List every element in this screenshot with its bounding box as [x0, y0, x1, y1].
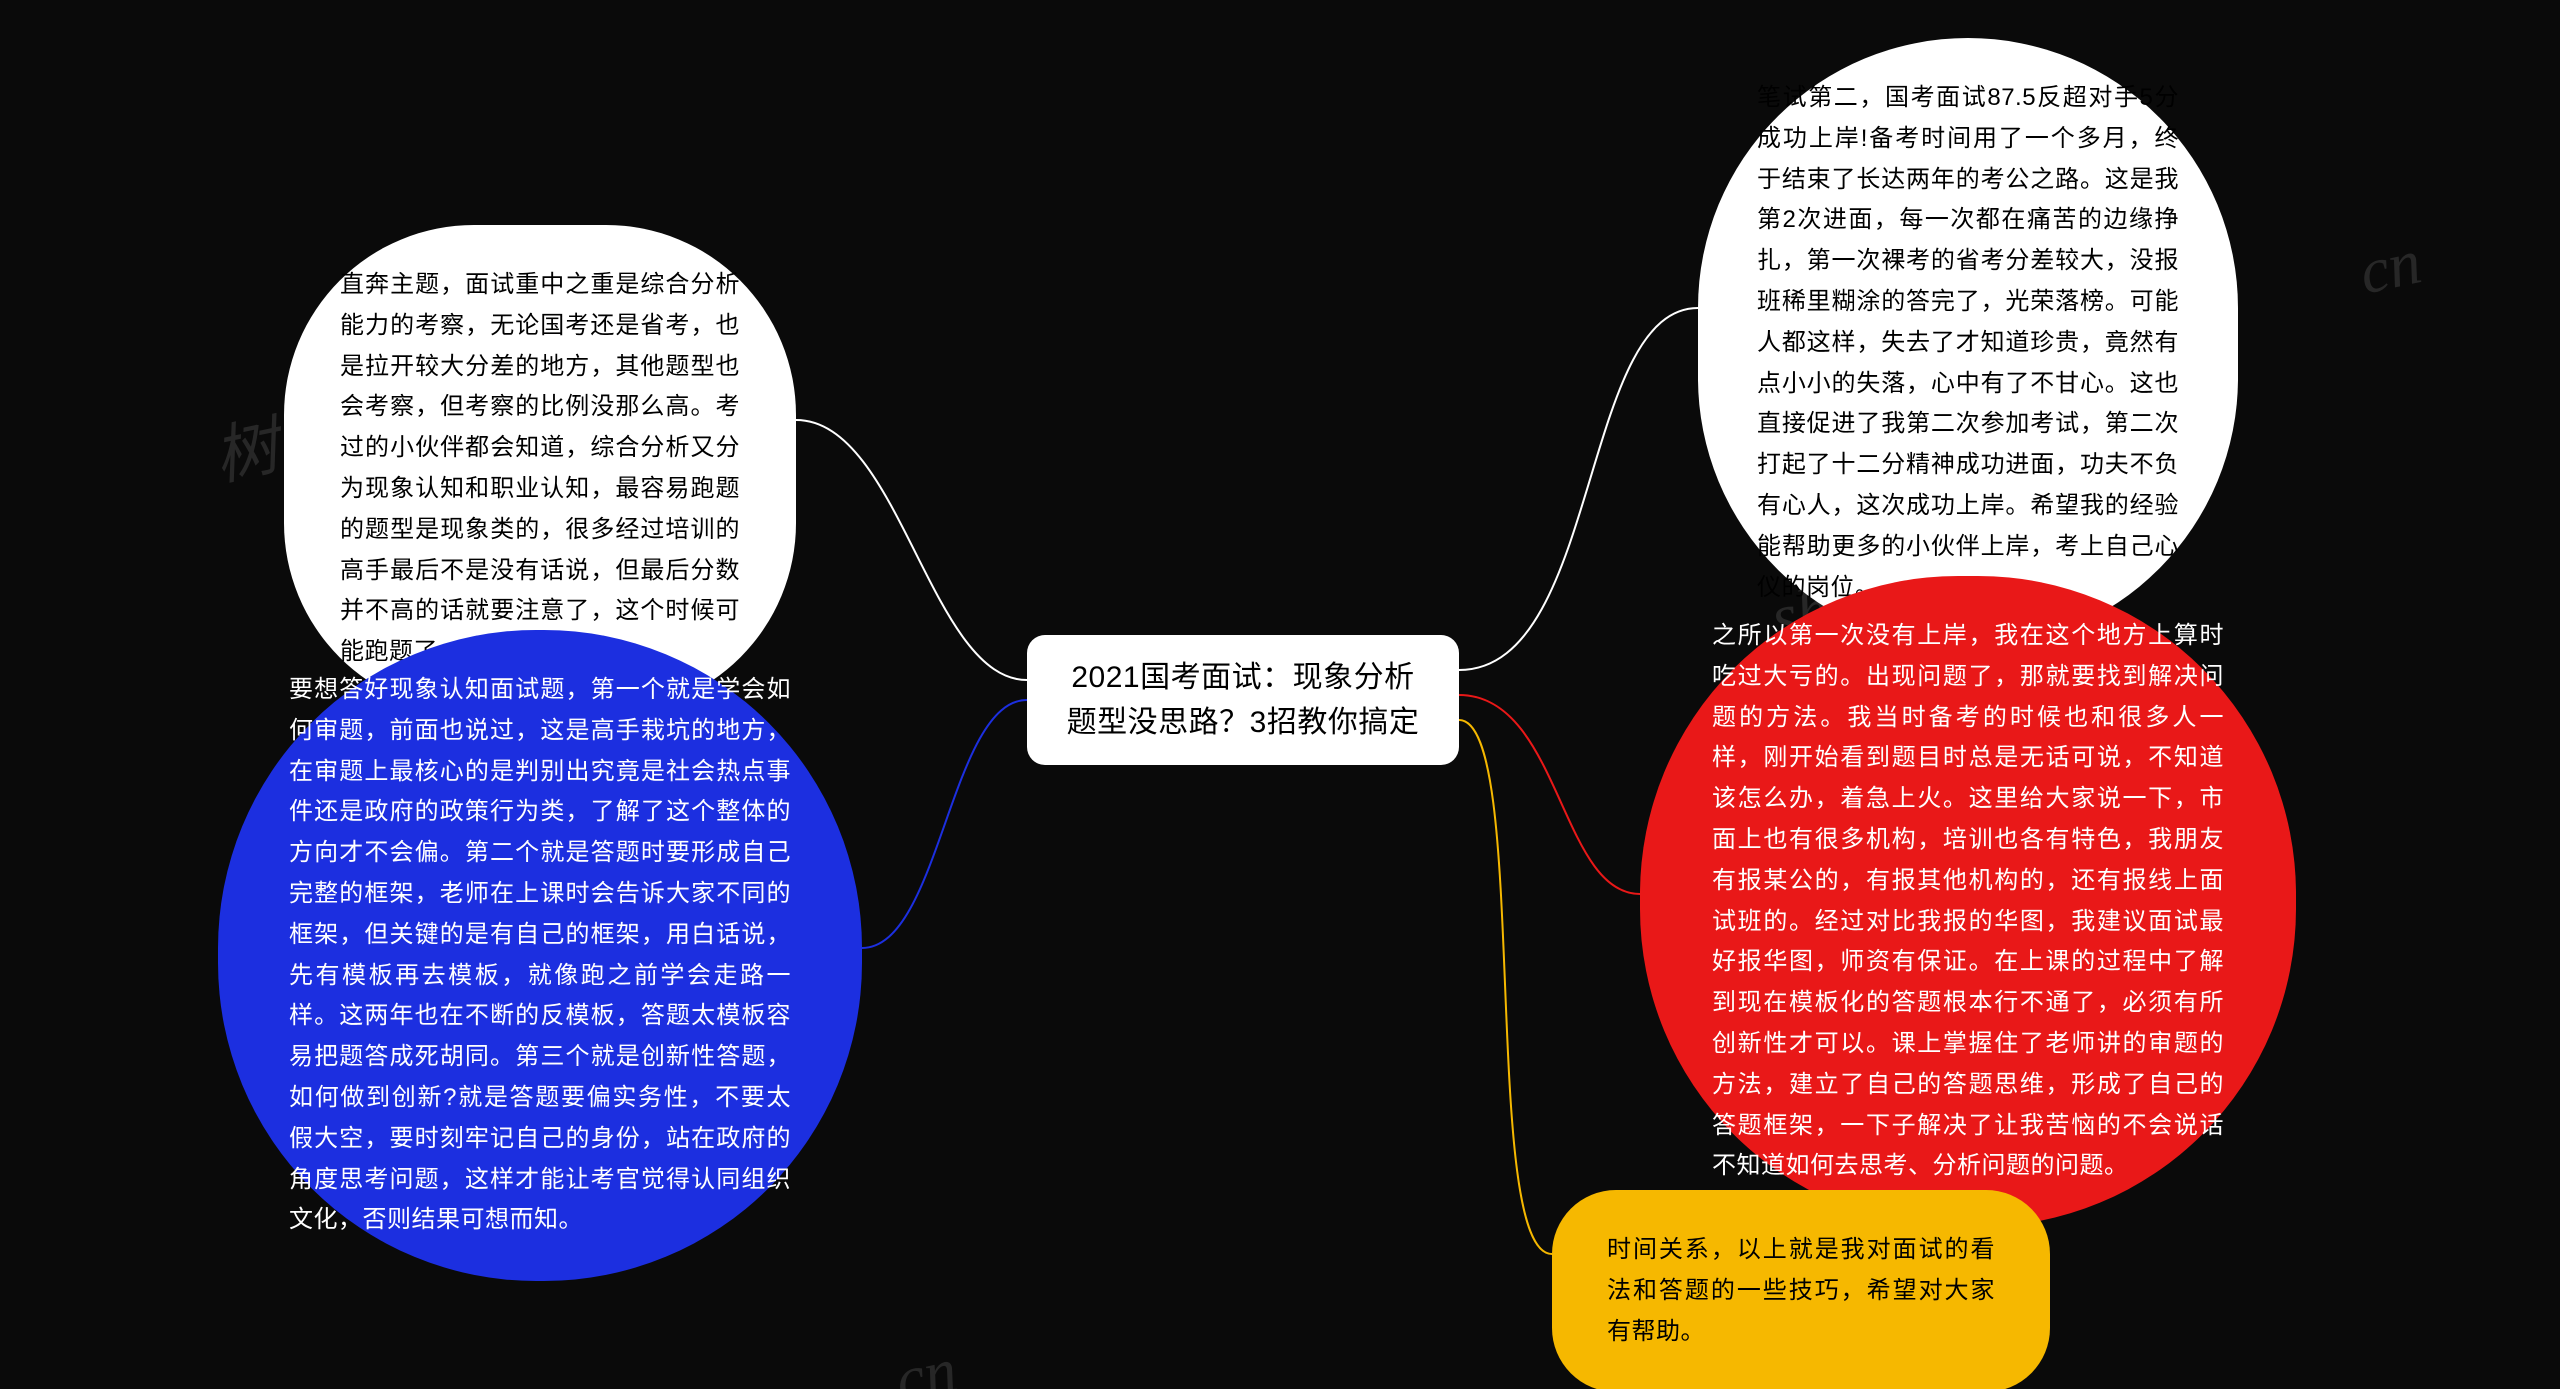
node-text: 直奔主题，面试重中之重是综合分析能力的考察，无论国考还是省考，也是拉开较大分差的… — [340, 265, 740, 673]
connector — [796, 420, 1027, 680]
node-text: 之所以第一次没有上岸，我在这个地方上算时吃过大亏的。出现问题了，那就要找到解决问… — [1712, 616, 2224, 1187]
connector — [862, 700, 1027, 948]
watermark: .cn — [873, 1333, 963, 1389]
connector — [1459, 720, 1552, 1254]
center-title-line2: 题型没思路？3招教你搞定 — [1055, 700, 1431, 745]
branch-node-bottom-right[interactable]: 时间关系，以上就是我对面试的看法和答题的一些技巧，希望对大家有帮助。 — [1552, 1190, 2050, 1389]
node-text: 时间关系，以上就是我对面试的看法和答题的一些技巧，希望对大家有帮助。 — [1607, 1230, 1995, 1352]
connector — [1459, 308, 1698, 670]
center-title-line1: 2021国考面试：现象分析 — [1055, 655, 1431, 700]
branch-node-top-right[interactable]: 笔试第二，国考面试87.5反超对手5分成功上岸!备考时间用了一个多月，终于结束了… — [1698, 38, 2238, 648]
watermark: cn — [2353, 225, 2427, 310]
mindmap-canvas: 树图 shutu.cn shutu.cn .cn cn 2021国考面试：现象分… — [0, 0, 2560, 1389]
connector — [1459, 695, 1640, 894]
node-text: 要想答好现象认知面试题，第一个就是学会如何审题，前面也说过，这是高手栽坑的地方，… — [289, 670, 791, 1241]
branch-node-mid-right[interactable]: 之所以第一次没有上岸，我在这个地方上算时吃过大亏的。出现问题了，那就要找到解决问… — [1640, 576, 2296, 1227]
node-text: 笔试第二，国考面试87.5反超对手5分成功上岸!备考时间用了一个多月，终于结束了… — [1757, 78, 2179, 608]
center-node[interactable]: 2021国考面试：现象分析 题型没思路？3招教你搞定 — [1027, 635, 1459, 765]
branch-node-bottom-left[interactable]: 要想答好现象认知面试题，第一个就是学会如何审题，前面也说过，这是高手栽坑的地方，… — [218, 630, 862, 1281]
